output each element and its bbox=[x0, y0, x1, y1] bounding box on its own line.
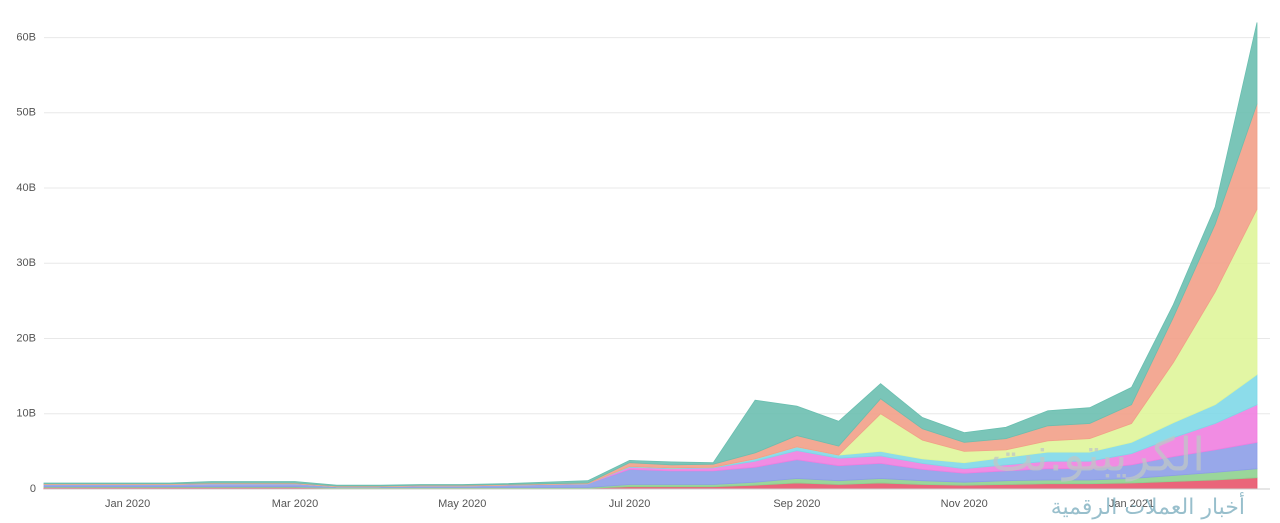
watermark-tagline: أخبار العملات الرقمية bbox=[1051, 492, 1245, 520]
watermark-logo: الكريبتو.نت bbox=[990, 428, 1205, 483]
y-tick-label: 50B bbox=[16, 107, 36, 119]
x-tick-label: Sep 2020 bbox=[773, 498, 820, 510]
y-tick-label: 10B bbox=[16, 408, 36, 420]
y-tick-label: 40B bbox=[16, 182, 36, 194]
y-tick-label: 30B bbox=[16, 257, 36, 269]
area bbox=[43, 22, 1258, 487]
x-tick-label: Jan 2021 bbox=[1109, 498, 1154, 510]
y-tick-label: 0 bbox=[30, 483, 36, 495]
y-tick-label: 20B bbox=[16, 332, 36, 344]
x-tick-label: Jan 2020 bbox=[105, 498, 150, 510]
plot-area: 0 10B 20B 30B 40B 50B 60B Jan 2020 Mar 2020 May 2… bbox=[16, 22, 1270, 510]
x-tick-label: Jul 2020 bbox=[609, 498, 651, 510]
x-tick-label: May 2020 bbox=[438, 498, 486, 510]
y-tick-label: 60B bbox=[16, 31, 36, 43]
x-tick-label: Mar 2020 bbox=[272, 498, 318, 510]
x-tick-label: Nov 2020 bbox=[941, 498, 988, 510]
